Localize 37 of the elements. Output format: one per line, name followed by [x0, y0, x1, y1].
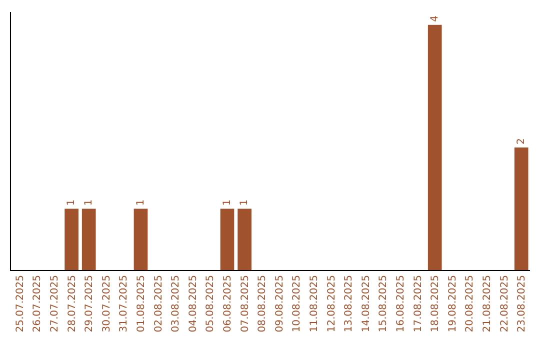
data-label: 1: [222, 199, 233, 206]
x-tick-label: 17.08.2025: [412, 275, 424, 332]
x-tick-label: 15.08.2025: [378, 275, 390, 332]
x-tick-label: 26.07.2025: [32, 275, 44, 332]
data-label: 4: [429, 16, 440, 22]
x-tick-label: 21.08.2025: [482, 275, 493, 332]
x-tick-label: 07.08.2025: [240, 275, 251, 332]
x-tick-label: 10.08.2025: [292, 275, 303, 332]
x-tick-label: 11.08.2025: [309, 275, 320, 332]
x-tick-label: 20.08.2025: [464, 275, 476, 332]
x-tick-label: 25.07.2025: [14, 275, 26, 332]
data-label: 1: [135, 199, 146, 206]
x-tick-label: 01.08.2025: [136, 275, 147, 332]
x-tick-label: 31.07.2025: [118, 275, 130, 332]
x-tick-label: 02.08.2025: [153, 275, 164, 332]
data-label: 2: [516, 138, 527, 144]
x-tick-label: 29.07.2025: [84, 275, 96, 332]
x-tick-label: 05.08.2025: [205, 275, 216, 332]
x-tick-label: 06.08.2025: [222, 275, 234, 332]
data-label: 1: [66, 199, 78, 206]
x-tick-label: 30.07.2025: [101, 275, 112, 332]
data-label: 1: [83, 199, 94, 206]
x-tick-label: 18.08.2025: [430, 275, 442, 332]
x-tick-label: 03.08.2025: [170, 275, 182, 332]
data-label: 1: [239, 199, 250, 206]
x-tick-label: 23.08.2025: [516, 275, 528, 332]
x-tick-label: 08.08.2025: [257, 275, 268, 332]
x-tick-label: 16.08.2025: [396, 275, 406, 332]
x-tick-label: 09.08.2025: [274, 275, 286, 332]
x-tick-label: 28.07.2025: [66, 275, 78, 332]
x-tick-label: 19.08.2025: [447, 275, 458, 332]
x-tick-label: 04.08.2025: [188, 275, 199, 332]
x-tick-label: 12.08.2025: [326, 275, 338, 332]
x-tick-label: 13.08.2025: [344, 275, 355, 332]
x-tick-label: 14.08.2025: [360, 275, 372, 332]
x-tick-label: 22.08.2025: [499, 275, 510, 332]
x-tick-label: 27.07.2025: [50, 275, 60, 332]
